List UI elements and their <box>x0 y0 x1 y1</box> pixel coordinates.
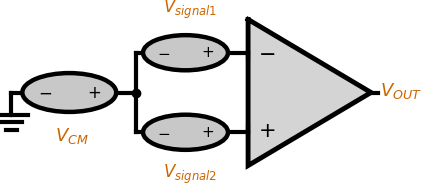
Text: $V_{signal1}$: $V_{signal1}$ <box>163 0 217 21</box>
Polygon shape <box>248 19 371 166</box>
Text: $+$: $+$ <box>201 45 214 60</box>
Text: $+$: $+$ <box>258 121 275 141</box>
Text: $+$: $+$ <box>87 83 101 102</box>
Text: $-$: $-$ <box>157 45 170 60</box>
Circle shape <box>143 115 228 150</box>
Text: $-$: $-$ <box>38 83 52 102</box>
Text: $V_{signal2}$: $V_{signal2}$ <box>163 162 217 185</box>
Text: $V_{OUT}$: $V_{OUT}$ <box>380 81 422 101</box>
Text: $-$: $-$ <box>258 43 275 63</box>
Text: $+$: $+$ <box>201 125 214 140</box>
Circle shape <box>143 35 228 70</box>
Text: $-$: $-$ <box>157 125 170 140</box>
Text: $V_{CM}$: $V_{CM}$ <box>55 126 89 146</box>
Circle shape <box>22 73 116 112</box>
